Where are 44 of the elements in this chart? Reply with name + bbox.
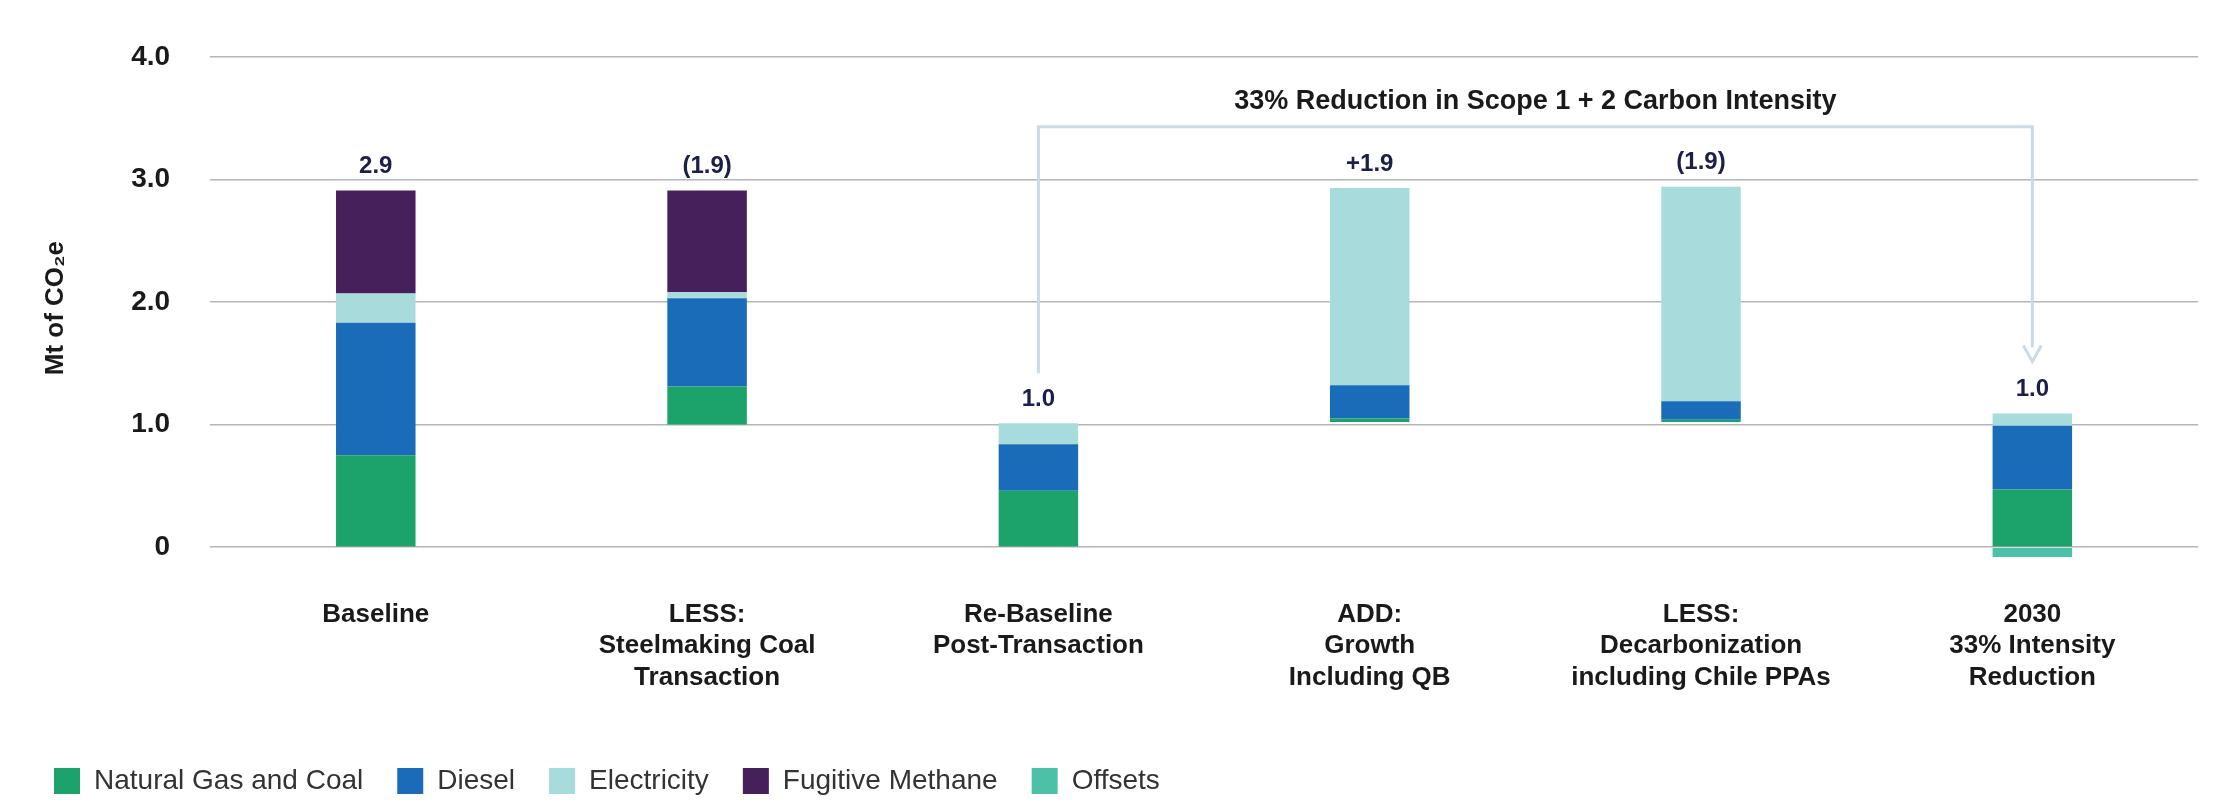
legend-label: Offsets	[1071, 763, 1160, 795]
x-tick-label: 2030 33% Intensity Reduction	[1949, 598, 2116, 691]
annotation: 2.9	[359, 151, 393, 179]
bar	[1992, 489, 2073, 547]
legend-label: Electricity	[589, 763, 709, 795]
bar	[336, 455, 416, 547]
bar	[1661, 186, 1741, 402]
x-tick-label: Re-Baseline Post-Transaction	[932, 598, 1144, 660]
legend-label: Fugitive Methane	[782, 763, 998, 795]
bar	[1329, 385, 1410, 419]
bar	[336, 190, 416, 294]
annotation: 33% Reduction in Scope 1 + 2 Carbon Intensity	[1234, 84, 1837, 115]
annotation: (1.9)	[682, 151, 732, 179]
y-tick-label: 2.0	[131, 284, 171, 316]
y-tick-label: 4.0	[131, 39, 171, 71]
bar	[1992, 413, 2073, 426]
annotation: 1.0	[1021, 383, 1056, 411]
y-tick-label: 3.0	[131, 162, 171, 194]
annotation: (1.9)	[1676, 147, 1726, 175]
bar	[336, 322, 416, 456]
annotation: 1.0	[2015, 374, 2050, 402]
y-tick-label: 0	[154, 529, 171, 561]
bar	[998, 423, 1079, 445]
y-axis-title: Mt of CO₂e	[38, 240, 69, 376]
bar	[1329, 187, 1410, 386]
legend-label: Natural Gas and Coal	[94, 763, 364, 795]
x-tick-label: LESS: Steelmaking Coal Transaction	[598, 598, 816, 691]
bar	[336, 293, 416, 323]
legend-label: Diesel	[437, 763, 516, 795]
bar	[998, 444, 1079, 491]
bar	[1992, 425, 2073, 490]
bar	[1992, 547, 2073, 557]
x-tick-label: LESS: Decarbonization including Chile PPAs	[1571, 598, 1831, 691]
x-tick-label: ADD: Growth Including QB	[1288, 598, 1451, 691]
bar	[667, 292, 747, 299]
annotation: +1.9	[1346, 148, 1394, 176]
y-tick-label: 1.0	[131, 407, 171, 439]
bar	[1329, 418, 1410, 423]
bar	[667, 386, 747, 425]
bar	[998, 490, 1079, 547]
bar	[1661, 401, 1741, 420]
x-tick-label: Baseline	[322, 598, 430, 629]
bar	[667, 298, 747, 387]
bar	[667, 190, 747, 293]
